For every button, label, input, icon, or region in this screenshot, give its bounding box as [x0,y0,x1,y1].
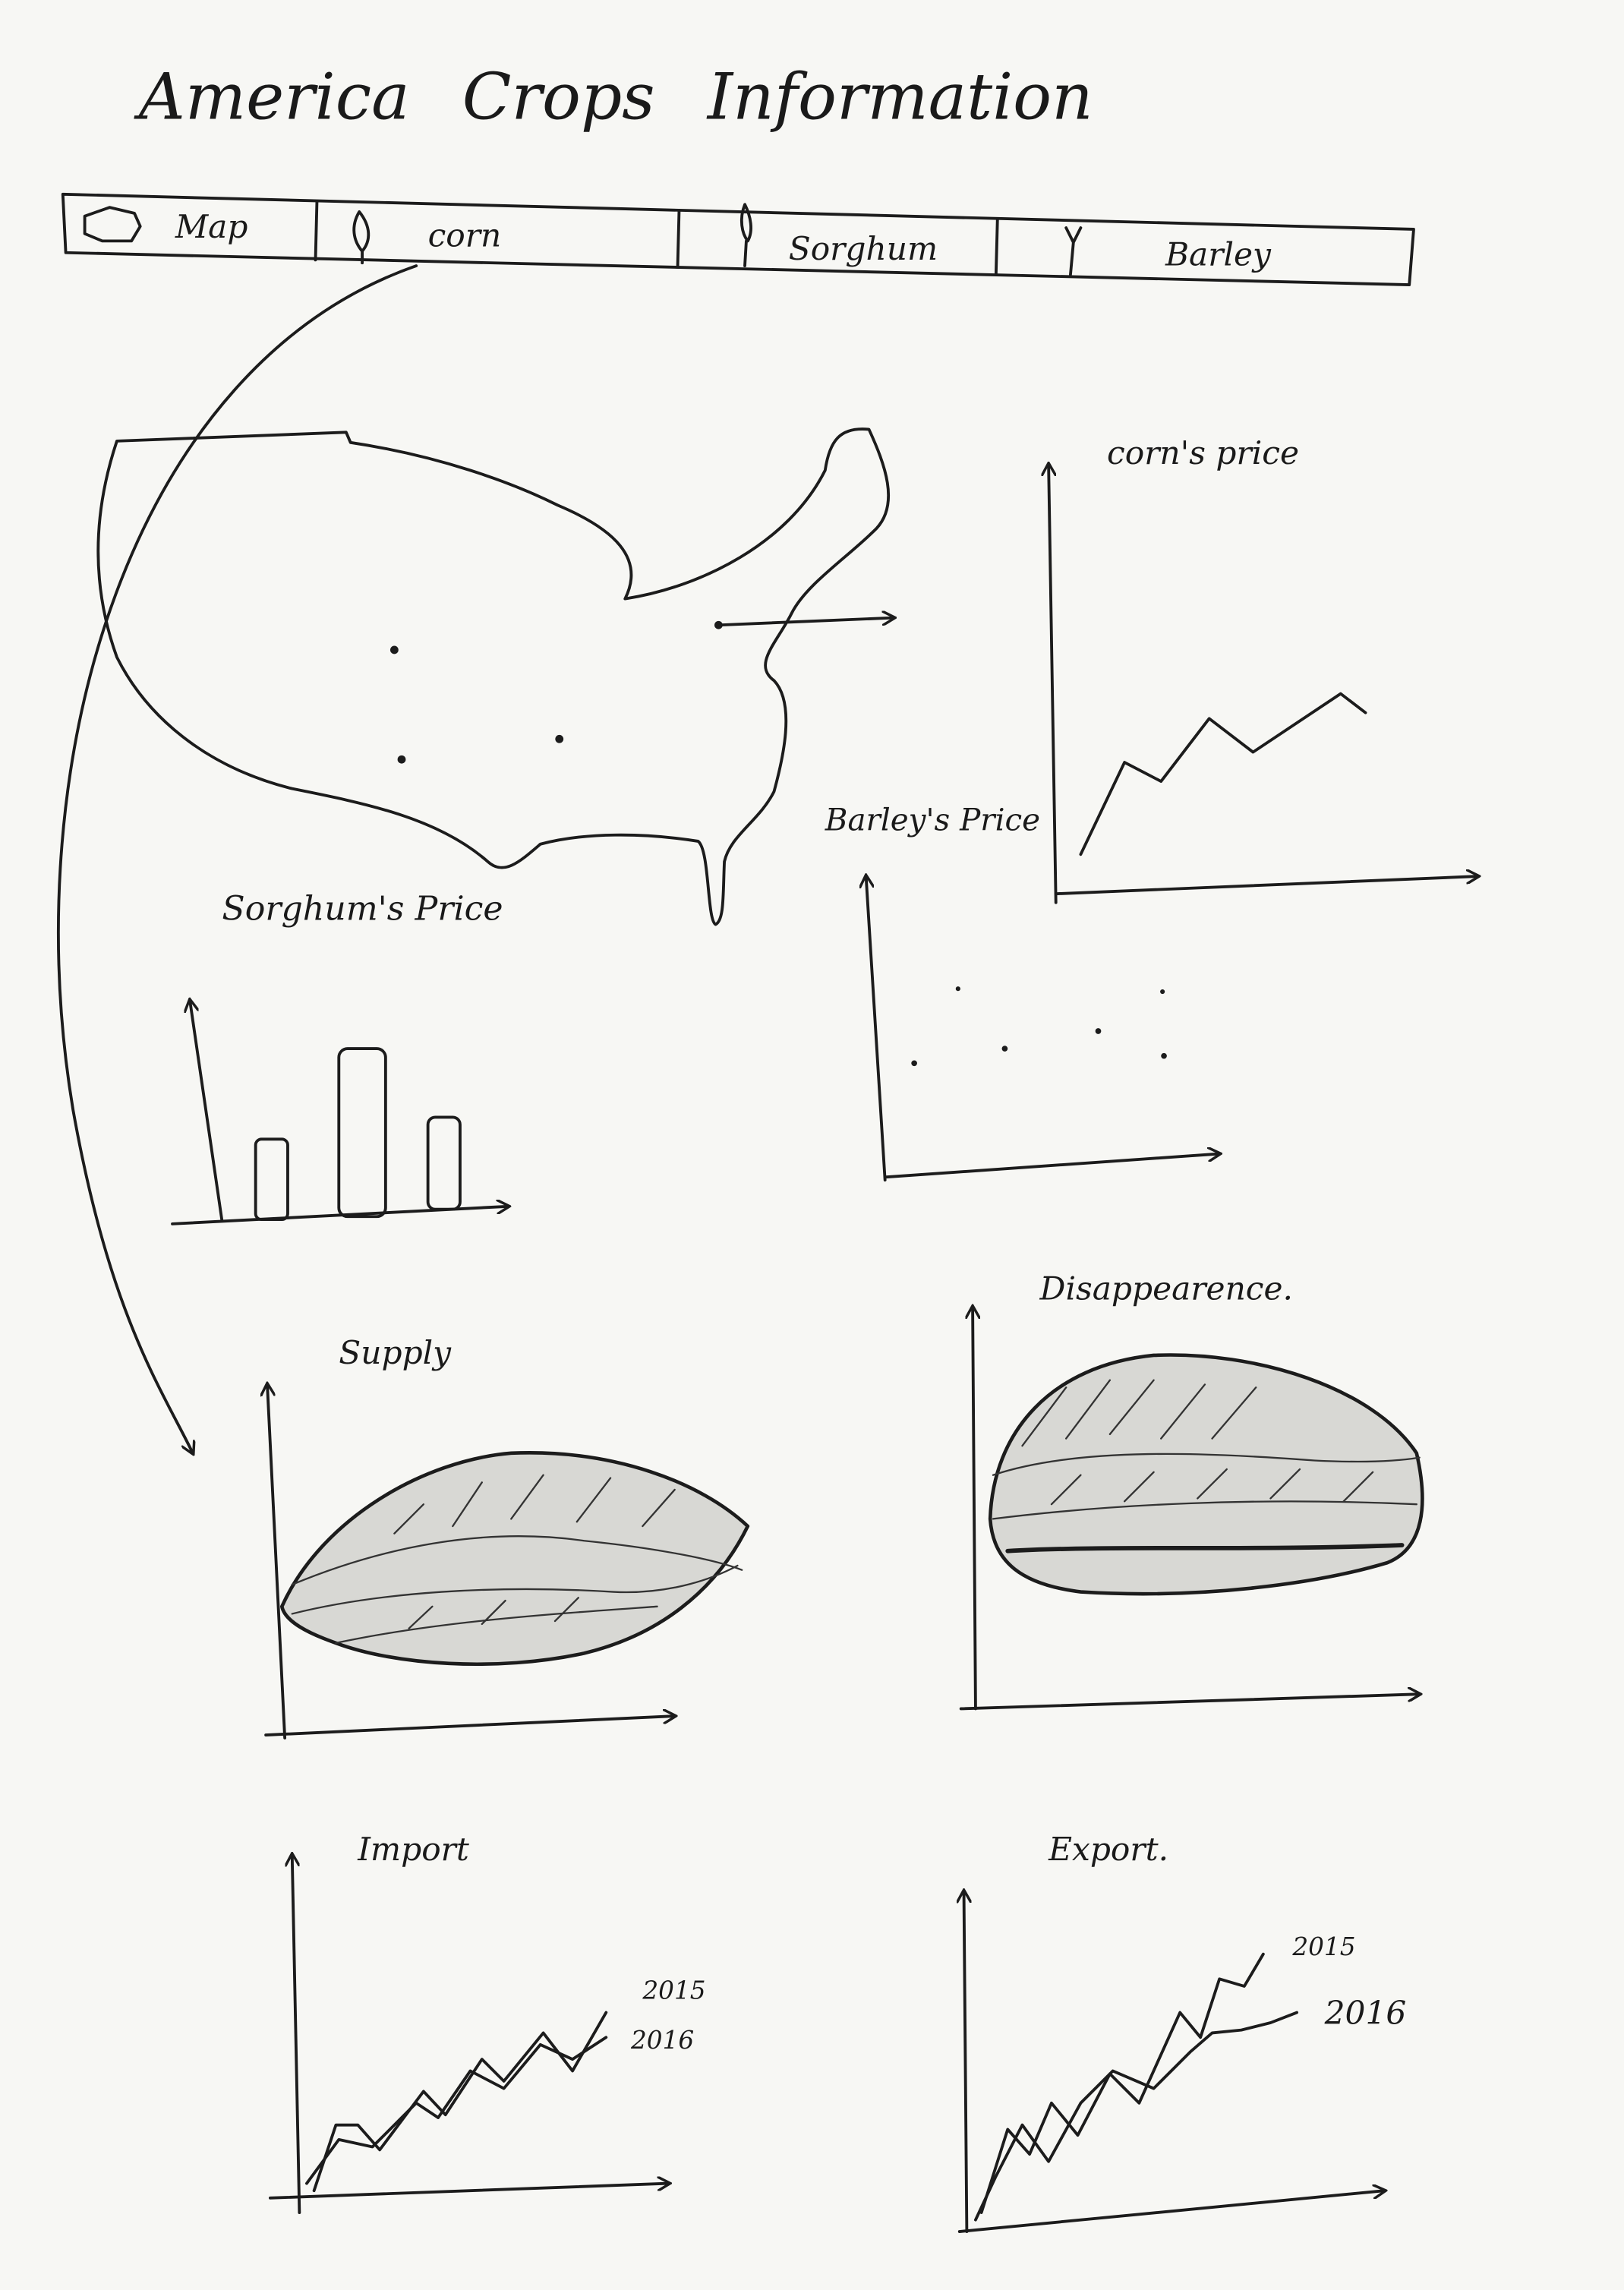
corn-price-panel: corn's price [1049,434,1478,904]
legend-label: 2015 [1291,1932,1355,1961]
tab-label[interactable]: Map [175,208,248,245]
tab-bar [61,192,1415,287]
panel-title: Disappearence. [1039,1270,1293,1307]
legend-label: 2015 [642,1976,705,2005]
panel-title: Supply [339,1334,452,1371]
panel-title: Barley's Price [825,802,1040,837]
barley-price-panel: Barley's Price [825,802,1219,1182]
disappearance-panel: Disappearence. [959,1270,1424,1711]
tab-sorghum[interactable]: Sorghum [739,203,938,267]
tab-label[interactable]: Sorghum [789,230,938,267]
panel-title: Sorghum's Price [222,890,503,929]
panel-title: Import [357,1831,470,1868]
import-panel: Import 2015 2016 [268,1831,706,2214]
supply-panel: Supply [266,1334,750,1740]
tab-map[interactable]: Map [83,206,248,245]
us-map [96,427,894,926]
legend-label: 2016 [1324,1994,1407,2031]
panel-title: Export. [1048,1831,1168,1868]
legend-label: 2016 [630,2026,694,2055]
tab-label[interactable]: Barley [1165,236,1272,273]
tab-label[interactable]: corn [428,217,502,254]
panel-title: corn's price [1107,434,1299,472]
tab-barley[interactable]: Barley [1064,226,1272,276]
page-title: America Crops Information [134,59,1093,134]
flow-arrow [57,264,418,1453]
export-panel: Export. 2015 2016 [960,1831,1407,2233]
sorghum-price-panel: Sorghum's Price [171,890,508,1225]
tab-corn[interactable]: corn [352,210,502,265]
